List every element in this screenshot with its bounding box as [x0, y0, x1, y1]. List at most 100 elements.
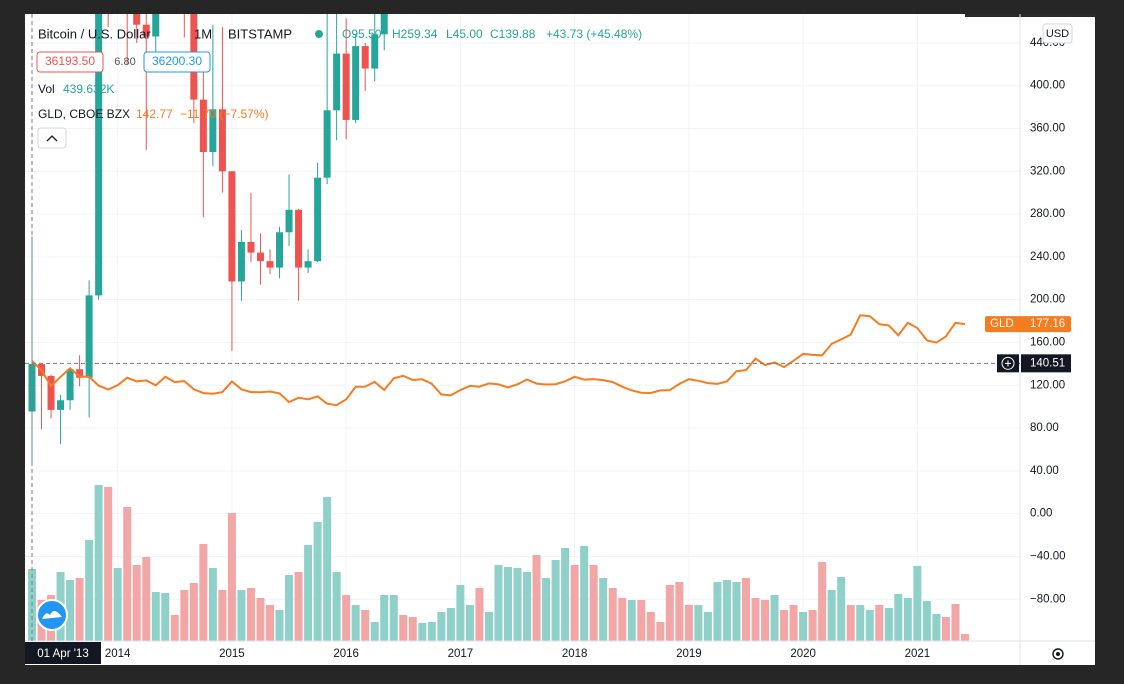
- candle-body: [247, 241, 255, 253]
- candle-body: [295, 209, 303, 268]
- settings-icon[interactable]: [1052, 648, 1064, 660]
- axes: 440.00400.00360.00320.00280.00240.00200.…: [25, 14, 1071, 664]
- volume-bar: [85, 540, 94, 641]
- symbol[interactable]: Bitcoin / U.S. Dollar: [38, 26, 151, 41]
- interval[interactable]: 1M: [194, 26, 212, 41]
- volume-bar: [132, 565, 141, 641]
- collapse-button[interactable]: [37, 127, 67, 149]
- gear-center: [1056, 652, 1060, 656]
- x-tick-label: 2016: [333, 648, 359, 660]
- series-name-label: GLD: [990, 318, 1014, 330]
- volume-bar: [237, 590, 246, 641]
- change: +43.73 (+45.48%): [546, 27, 642, 41]
- volume-bar: [722, 580, 731, 641]
- volume-bar: [218, 590, 227, 641]
- ohlc-high: H259.34: [392, 27, 438, 41]
- volume-bar: [389, 595, 398, 641]
- candle-body: [142, 24, 150, 37]
- volume-bar: [694, 605, 703, 641]
- volume-bar: [199, 544, 208, 641]
- volume-bar: [294, 572, 303, 641]
- compare-line: [31, 314, 966, 407]
- series-price-label: [985, 316, 1071, 333]
- volume-bar: [532, 555, 541, 641]
- volume-bar: [170, 615, 179, 641]
- exchange: BITSTAMP: [228, 26, 292, 41]
- volume-bar: [599, 578, 608, 641]
- candle-body: [47, 375, 55, 410]
- ask-box[interactable]: [143, 51, 211, 73]
- volume-bar: [427, 622, 436, 641]
- candle-body: [133, 14, 141, 25]
- y-tick-label: −80.00: [1030, 593, 1066, 605]
- volume-bar: [884, 608, 893, 641]
- volume-bar: [370, 622, 379, 641]
- volume-bar: [342, 595, 351, 641]
- candle-body: [181, 0, 188, 2]
- volume-bar: [675, 582, 684, 641]
- volume-bar: [656, 622, 665, 641]
- currency[interactable]: USD: [1046, 28, 1069, 40]
- ask[interactable]: 36200.30: [152, 54, 202, 68]
- volume-bar: [827, 590, 836, 641]
- volume-bar: [523, 572, 532, 641]
- y-tick-label: 320.00: [1030, 165, 1065, 177]
- volume-bar: [770, 595, 779, 641]
- volume-bar: [418, 623, 427, 641]
- x-tick-label: 2020: [790, 648, 816, 660]
- ohlc-low: L45.00: [446, 27, 483, 41]
- volume-bar: [732, 582, 741, 641]
- candle-body: [285, 209, 293, 233]
- candle-body: [228, 171, 236, 282]
- volume-bar: [313, 522, 322, 641]
- volume-bar: [570, 565, 579, 641]
- candle-body: [361, 46, 369, 69]
- volume-bar: [189, 583, 198, 641]
- y-tick-label: 280.00: [1030, 208, 1065, 220]
- bid-box[interactable]: [36, 51, 104, 73]
- volume-bar: [180, 590, 189, 641]
- volume-bar: [551, 560, 560, 641]
- volume-bar: [504, 567, 512, 641]
- ohlc-open: O95.50: [342, 27, 382, 41]
- candle-body: [314, 177, 322, 262]
- volume-bar: [875, 605, 884, 641]
- volume-bar: [304, 545, 313, 641]
- volume-bar: [894, 594, 903, 641]
- volume-bar: [789, 605, 798, 641]
- volume-bar: [285, 575, 294, 641]
- candle-body: [85, 295, 93, 378]
- volume-bar: [799, 612, 808, 641]
- compare-change: −11.70 (−7.57%): [180, 107, 269, 121]
- y-tick-label: 360.00: [1030, 123, 1065, 135]
- y-tick-label: 160.00: [1030, 337, 1065, 349]
- volume-bar: [684, 605, 693, 641]
- volume-bar: [751, 598, 760, 641]
- volume-bar: [66, 580, 75, 641]
- candle-body: [190, 14, 198, 100]
- candle-body: [352, 46, 360, 120]
- candle-body: [266, 261, 274, 268]
- volume-bar: [713, 582, 722, 641]
- x-tick-label: 2019: [676, 648, 702, 660]
- volume-bar: [456, 585, 465, 641]
- volume-bar: [761, 600, 770, 641]
- volume-bar: [513, 568, 522, 641]
- volume-bar: [637, 600, 646, 641]
- bid[interactable]: 36193.50: [45, 54, 95, 68]
- volume-bar: [380, 595, 389, 641]
- candle-body: [333, 53, 341, 111]
- volume-bar: [123, 507, 132, 641]
- volume-bar: [246, 588, 255, 641]
- volume-bar: [484, 612, 493, 641]
- series-last-value: 177.16: [1030, 318, 1065, 330]
- crosshair-add-icon: [1001, 356, 1015, 370]
- currency-box[interactable]: [1042, 23, 1073, 44]
- volume-value: 439.632K: [63, 82, 114, 96]
- y-tick-label: 40.00: [1030, 465, 1059, 477]
- gear[interactable]: [1052, 648, 1064, 660]
- volume-bar: [627, 600, 636, 641]
- candle-body: [304, 261, 312, 268]
- y-tick-label: 80.00: [1030, 422, 1059, 434]
